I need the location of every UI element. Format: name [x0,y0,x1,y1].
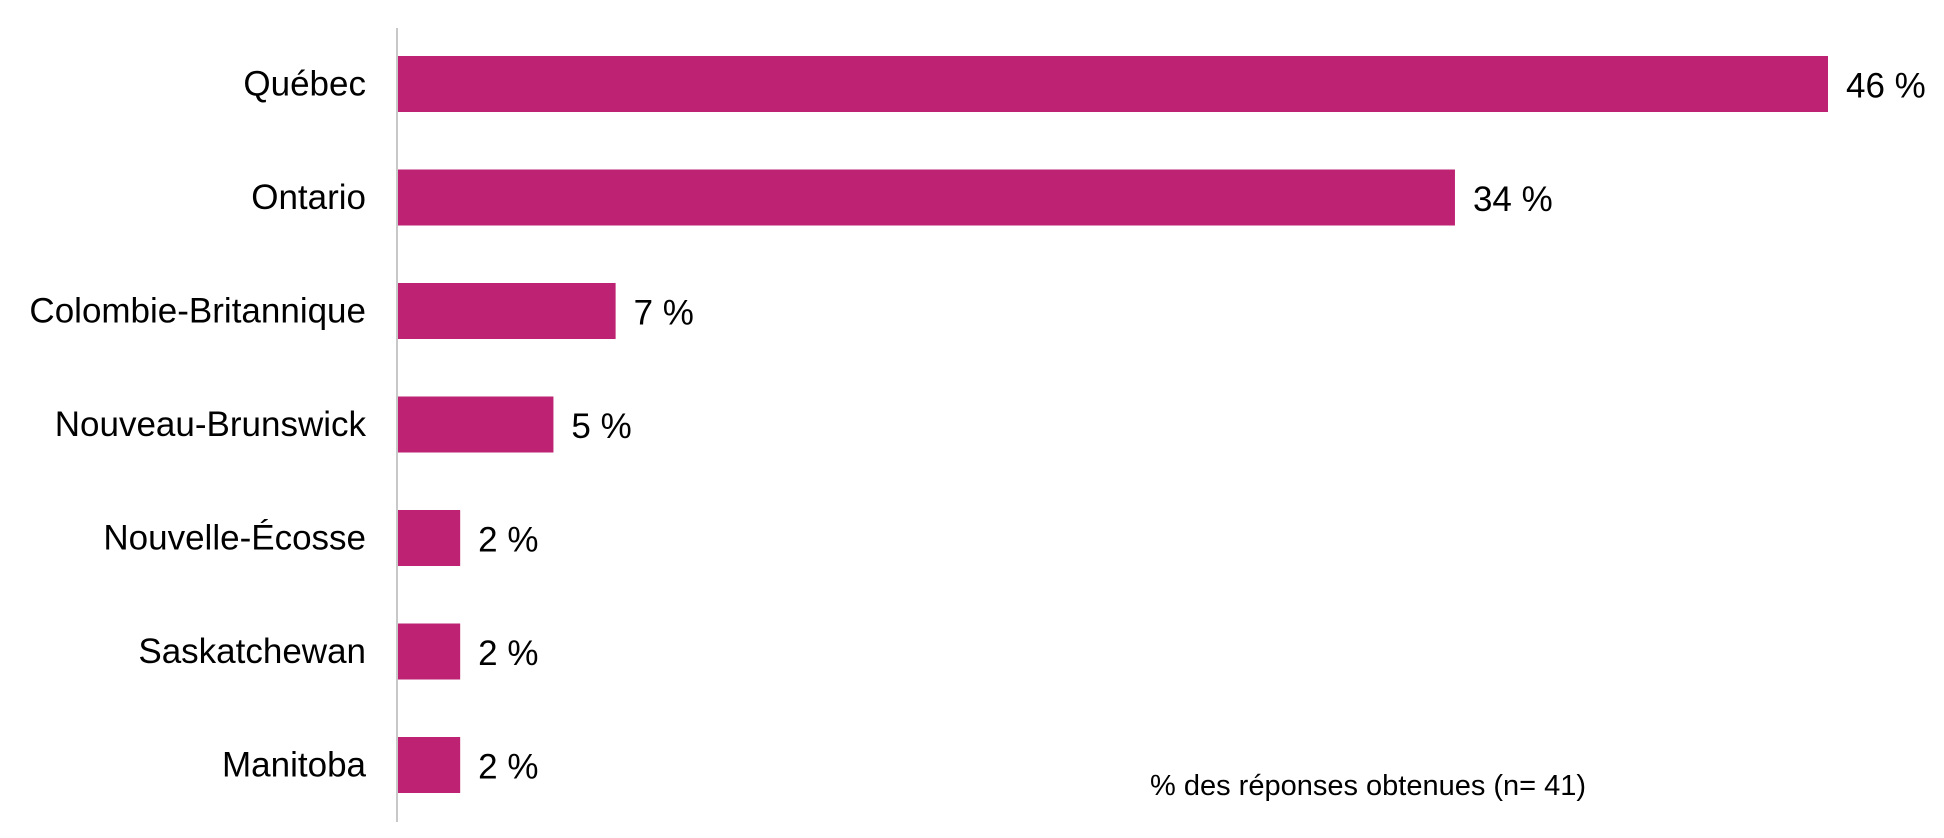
category-label: Ontario [251,178,366,217]
value-label: 34 % [1473,180,1553,219]
category-label: Saskatchewan [138,632,366,671]
bar [398,510,461,566]
value-label: 2 % [478,521,538,560]
bars-layer [398,56,1828,793]
bar [398,169,1455,226]
category-labels: Québec Ontario Colombie-Britannique Nouveau… [29,65,366,785]
bar [398,396,554,453]
value-label: 5 % [571,407,631,446]
bar [398,737,461,793]
category-label: Nouveau-Brunswick [55,405,367,444]
bar [398,623,461,680]
category-label: Manitoba [222,746,367,785]
bar [398,283,616,339]
sample-size-note: % des réponses obtenues (n= 41) [1150,770,1586,802]
value-labels: 46 % 34 % 7 % 5 % 2 % 2 % 2 % [478,67,1926,787]
category-label: Colombie-Britannique [29,292,366,331]
bar [398,56,1828,112]
value-label: 7 % [634,294,694,333]
value-label: 2 % [478,748,538,787]
category-label: Québec [243,65,366,104]
value-label: 46 % [1846,67,1926,106]
value-label: 2 % [478,634,538,673]
category-label: Nouvelle-Écosse [103,519,366,558]
